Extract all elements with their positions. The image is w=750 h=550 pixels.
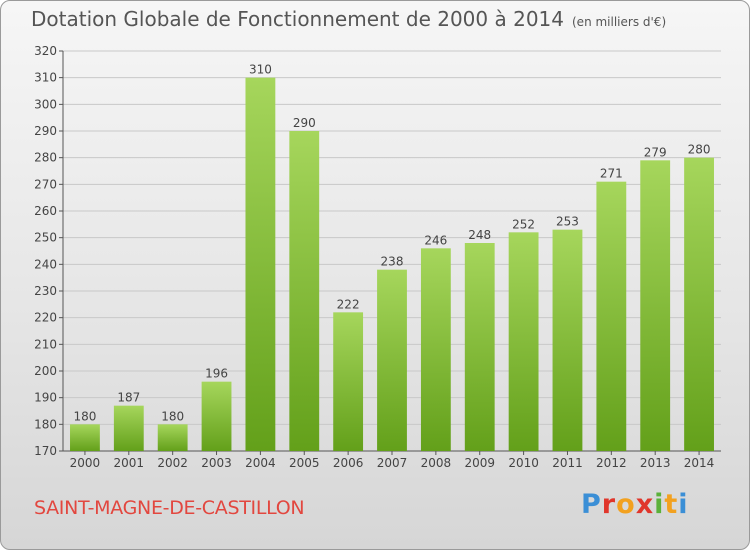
y-tick-label: 240	[34, 257, 57, 271]
bar	[333, 312, 364, 451]
bar-value-label: 290	[293, 116, 316, 130]
bar	[245, 77, 276, 452]
bar-value-label: 271	[600, 167, 623, 181]
x-tick-label: 2013	[640, 456, 671, 470]
bar-value-label: 180	[161, 409, 184, 423]
bar-value-label: 222	[337, 297, 360, 311]
y-tick-label: 180	[34, 417, 57, 431]
x-tick-label: 2004	[245, 456, 276, 470]
bar-value-label: 253	[556, 215, 579, 229]
bar	[113, 405, 144, 451]
y-tick-label: 290	[34, 124, 57, 138]
bar	[552, 229, 583, 451]
y-tick-label: 170	[34, 444, 57, 458]
x-tick-label: 2010	[508, 456, 539, 470]
y-tick-label: 310	[34, 71, 57, 85]
bar	[596, 181, 627, 451]
bar	[508, 232, 539, 451]
x-tick-label: 2014	[684, 456, 715, 470]
y-tick-label: 260	[34, 204, 57, 218]
bar	[157, 424, 188, 451]
y-tick-label: 300	[34, 97, 57, 111]
bar	[201, 381, 232, 451]
y-tick-label: 320	[34, 44, 57, 58]
bar	[420, 248, 451, 451]
y-tick-label: 220	[34, 311, 57, 325]
x-tick-label: 2006	[333, 456, 364, 470]
x-tick-label: 2012	[596, 456, 627, 470]
y-tick-label: 210	[34, 337, 57, 351]
bar-value-label: 180	[73, 409, 96, 423]
y-tick-label: 230	[34, 284, 57, 298]
y-tick-label: 250	[34, 231, 57, 245]
y-tick-label: 270	[34, 177, 57, 191]
bar-value-label: 252	[512, 217, 535, 231]
x-tick-label: 2001	[114, 456, 145, 470]
chart-title-unit: (en milliers d'€)	[572, 15, 667, 29]
x-tick-label: 2000	[70, 456, 101, 470]
bar	[684, 157, 714, 451]
bar	[377, 269, 407, 451]
bar-value-label: 187	[117, 391, 140, 405]
y-tick-label: 200	[34, 364, 57, 378]
bar	[640, 160, 671, 452]
bar	[289, 131, 320, 451]
x-tick-label: 2003	[201, 456, 232, 470]
bars	[70, 77, 714, 452]
x-tick-label: 2008	[421, 456, 452, 470]
bar	[70, 424, 100, 451]
bar-value-label: 248	[468, 228, 491, 242]
x-tick-label: 2007	[377, 456, 408, 470]
x-tick-label: 2011	[552, 456, 583, 470]
bar-value-label: 279	[644, 145, 667, 159]
y-tick-label: 280	[34, 151, 57, 165]
x-tick-label: 2005	[289, 456, 320, 470]
commune-name: SAINT-MAGNE-DE-CASTILLON	[34, 497, 305, 519]
y-tick-label: 190	[34, 391, 57, 405]
bar-value-label: 246	[424, 233, 447, 247]
labels: 170 180 190 200 210 220 230 240 250 260 270 280 290 3…	[34, 44, 714, 470]
bar-value-label: 280	[688, 143, 711, 157]
chart-title-main: Dotation Globale de Fonctionnement de 20…	[31, 7, 564, 31]
bar-value-label: 196	[205, 367, 228, 381]
x-tick-label: 2009	[464, 456, 495, 470]
proxiti-logo: Proxiti	[581, 489, 689, 520]
bar	[464, 243, 495, 451]
bar-value-label: 238	[381, 255, 404, 269]
x-tick-label: 2002	[157, 456, 188, 470]
bar-value-label: 310	[249, 63, 272, 77]
chart-title: Dotation Globale de Fonctionnement de 20…	[31, 7, 666, 31]
